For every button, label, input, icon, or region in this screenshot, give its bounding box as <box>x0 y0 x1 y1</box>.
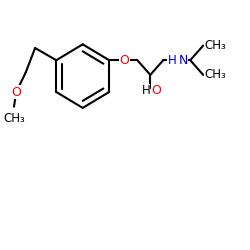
Text: O: O <box>152 84 161 97</box>
Text: CH₃: CH₃ <box>3 112 25 124</box>
Text: N: N <box>178 54 188 67</box>
Text: CH₃: CH₃ <box>204 68 226 82</box>
Text: H: H <box>142 84 150 97</box>
Text: O: O <box>11 86 21 98</box>
Text: O: O <box>120 54 130 67</box>
Text: CH₃: CH₃ <box>204 39 226 52</box>
Text: H: H <box>168 54 176 67</box>
